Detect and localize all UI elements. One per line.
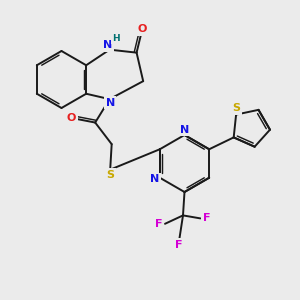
Text: N: N [106,98,115,108]
Text: S: S [106,170,114,180]
Text: F: F [155,219,163,230]
Text: F: F [175,240,182,250]
Text: H: H [112,34,120,43]
Text: F: F [203,213,210,223]
Text: S: S [233,103,241,113]
Text: N: N [150,174,159,184]
Text: O: O [138,24,147,34]
Text: N: N [181,124,190,135]
Text: N: N [103,40,113,50]
Text: O: O [67,113,76,123]
